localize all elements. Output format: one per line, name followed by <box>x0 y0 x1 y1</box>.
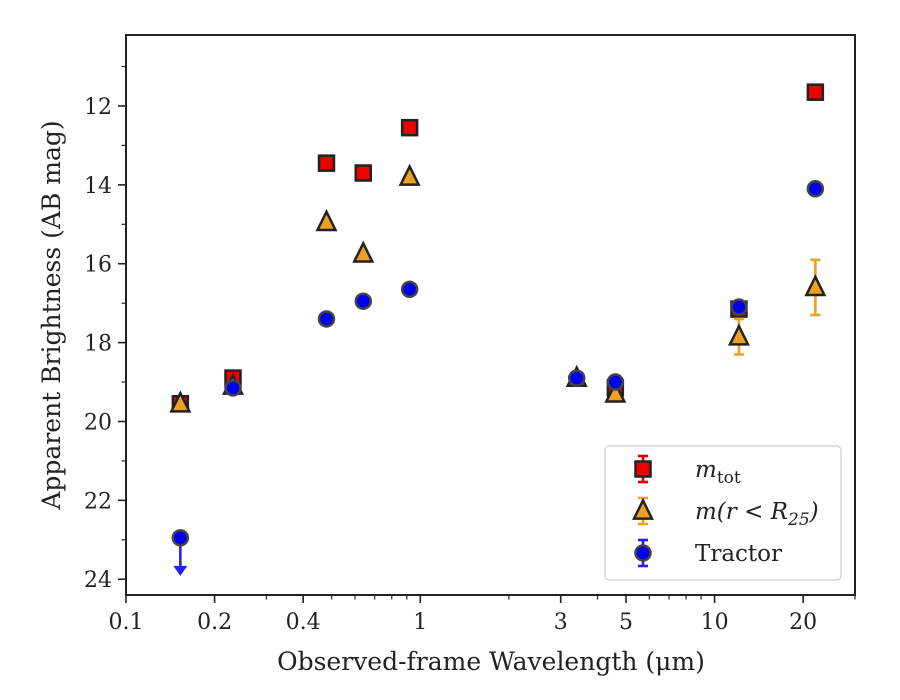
x-tick-label: 10 <box>701 610 729 635</box>
legend-entry-label: Tractor <box>695 541 782 567</box>
circle-point <box>171 529 190 547</box>
circle-point <box>354 292 373 310</box>
legend-triangle-marker <box>631 497 655 520</box>
x-tick-label: 0.2 <box>197 610 232 635</box>
y-tick-label: 22 <box>84 489 112 514</box>
legend-entry-label: m(r < R25) <box>695 499 819 530</box>
y-tick-label: 16 <box>84 253 112 278</box>
x-tick-label: 0.1 <box>109 610 144 635</box>
triangle-point <box>727 323 750 346</box>
triangle-point <box>604 380 627 403</box>
y-tick-label: 20 <box>84 410 112 435</box>
legend: mtot m(r < R25) Tractor <box>604 445 842 581</box>
legend-circle-marker <box>634 544 652 562</box>
triangle-point <box>398 163 421 186</box>
legend-square-marker <box>634 460 652 478</box>
square-point <box>806 83 825 101</box>
circle-point <box>806 180 825 198</box>
circle-point <box>606 373 625 391</box>
circle-point <box>400 280 419 299</box>
x-tick-label: 1 <box>413 610 427 635</box>
data-marks <box>169 83 827 576</box>
square-point <box>317 154 336 172</box>
x-axis: 0.1 0.2 0.4 1 3 5 10 20 <box>109 595 856 635</box>
y-tick-label: 14 <box>84 174 112 199</box>
triangle-point <box>169 390 192 413</box>
x-axis-label: Observed-frame Wavelength (μm) <box>277 647 705 676</box>
legend-entry-label: mtot <box>695 457 741 488</box>
square-point <box>400 118 419 137</box>
axes-frame <box>125 34 856 596</box>
x-tick-label: 5 <box>619 610 633 635</box>
circle-point <box>567 369 586 387</box>
triangle-point <box>804 274 827 297</box>
circle-point <box>730 298 748 316</box>
x-tick-label: 0.4 <box>286 610 321 635</box>
plot-frame <box>125 34 856 596</box>
legend-box <box>604 445 842 581</box>
circle-point <box>224 379 242 397</box>
series-circle <box>171 180 825 576</box>
upper-limit-arrowhead <box>173 565 188 576</box>
y-axis: 12 14 16 18 20 22 24 <box>84 65 126 593</box>
y-tick-label: 12 <box>84 95 112 120</box>
circle-point <box>317 310 336 328</box>
y-tick-label: 18 <box>84 332 112 357</box>
y-axis-label: Apparent Brightness (AB mag) <box>37 120 66 510</box>
x-tick-label: 20 <box>789 610 817 635</box>
triangle-point <box>352 240 375 263</box>
x-tick-label: 3 <box>554 610 568 635</box>
square-point <box>354 164 373 182</box>
triangle-point <box>315 208 338 232</box>
y-tick-label: 24 <box>84 568 112 593</box>
